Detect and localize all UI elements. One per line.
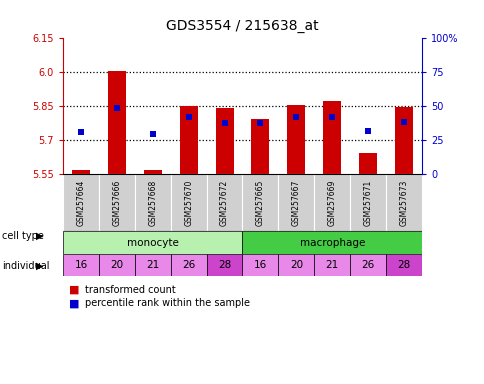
Text: GSM257666: GSM257666	[112, 179, 121, 226]
Bar	[349, 254, 385, 276]
Text: 16: 16	[253, 260, 267, 270]
Text: GSM257673: GSM257673	[399, 179, 408, 226]
Text: GSM257668: GSM257668	[148, 179, 157, 226]
Bar	[349, 174, 385, 232]
Text: ▶: ▶	[36, 231, 44, 241]
Text: GSM257672: GSM257672	[220, 179, 228, 226]
Bar	[314, 174, 349, 232]
Text: GSM257669: GSM257669	[327, 179, 336, 226]
Bar	[72, 170, 90, 174]
Bar	[242, 232, 421, 254]
Bar	[63, 232, 242, 254]
Text: ■: ■	[69, 298, 79, 308]
Bar	[107, 71, 125, 174]
Text: 28: 28	[217, 260, 231, 270]
Bar	[206, 254, 242, 276]
Text: ■: ■	[69, 285, 79, 295]
Text: 26: 26	[182, 260, 195, 270]
Text: GSM257664: GSM257664	[76, 179, 85, 226]
Title: GDS3554 / 215638_at: GDS3554 / 215638_at	[166, 19, 318, 33]
Text: 21: 21	[325, 260, 338, 270]
Bar	[358, 153, 376, 174]
Text: cell type: cell type	[2, 231, 44, 241]
Bar	[215, 108, 233, 174]
Bar	[278, 174, 314, 232]
Bar	[322, 101, 340, 174]
Text: GSM257667: GSM257667	[291, 179, 300, 226]
Bar	[287, 105, 305, 174]
Bar	[135, 254, 170, 276]
Text: monocyte: monocyte	[127, 238, 178, 248]
Bar	[99, 174, 135, 232]
Bar	[99, 254, 135, 276]
Bar	[242, 174, 278, 232]
Bar	[206, 174, 242, 232]
Text: ▶: ▶	[36, 261, 44, 271]
Text: transformed count: transformed count	[85, 285, 175, 295]
Text: 28: 28	[396, 260, 410, 270]
Text: GSM257670: GSM257670	[184, 179, 193, 226]
Text: percentile rank within the sample: percentile rank within the sample	[85, 298, 249, 308]
Text: GSM257671: GSM257671	[363, 179, 372, 226]
Text: individual: individual	[2, 261, 50, 271]
Bar	[385, 254, 421, 276]
Text: 21: 21	[146, 260, 159, 270]
Text: 26: 26	[361, 260, 374, 270]
Bar	[242, 254, 278, 276]
Bar	[394, 107, 412, 174]
Text: GSM257665: GSM257665	[256, 179, 264, 226]
Bar	[63, 174, 99, 232]
Bar	[278, 254, 314, 276]
Text: 20: 20	[110, 260, 123, 270]
Bar	[170, 254, 206, 276]
Bar	[314, 254, 349, 276]
Bar	[170, 174, 206, 232]
Text: 20: 20	[289, 260, 302, 270]
Bar	[251, 119, 269, 174]
Bar	[143, 170, 161, 174]
Bar	[63, 254, 99, 276]
Text: macrophage: macrophage	[299, 238, 364, 248]
Text: 16: 16	[74, 260, 88, 270]
Bar	[385, 174, 421, 232]
Bar	[135, 174, 170, 232]
Bar	[179, 106, 197, 174]
